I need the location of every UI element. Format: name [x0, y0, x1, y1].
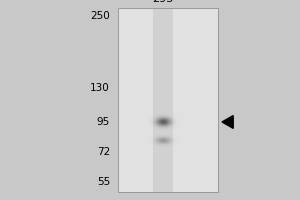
- Text: 130: 130: [90, 83, 110, 93]
- Text: 95: 95: [97, 117, 110, 127]
- Bar: [118, 8, 218, 192]
- Text: 250: 250: [90, 11, 110, 21]
- Text: 293: 293: [152, 0, 174, 4]
- Text: 72: 72: [97, 147, 110, 157]
- Polygon shape: [222, 116, 233, 128]
- Text: 55: 55: [97, 177, 110, 187]
- Bar: [118, 8, 218, 192]
